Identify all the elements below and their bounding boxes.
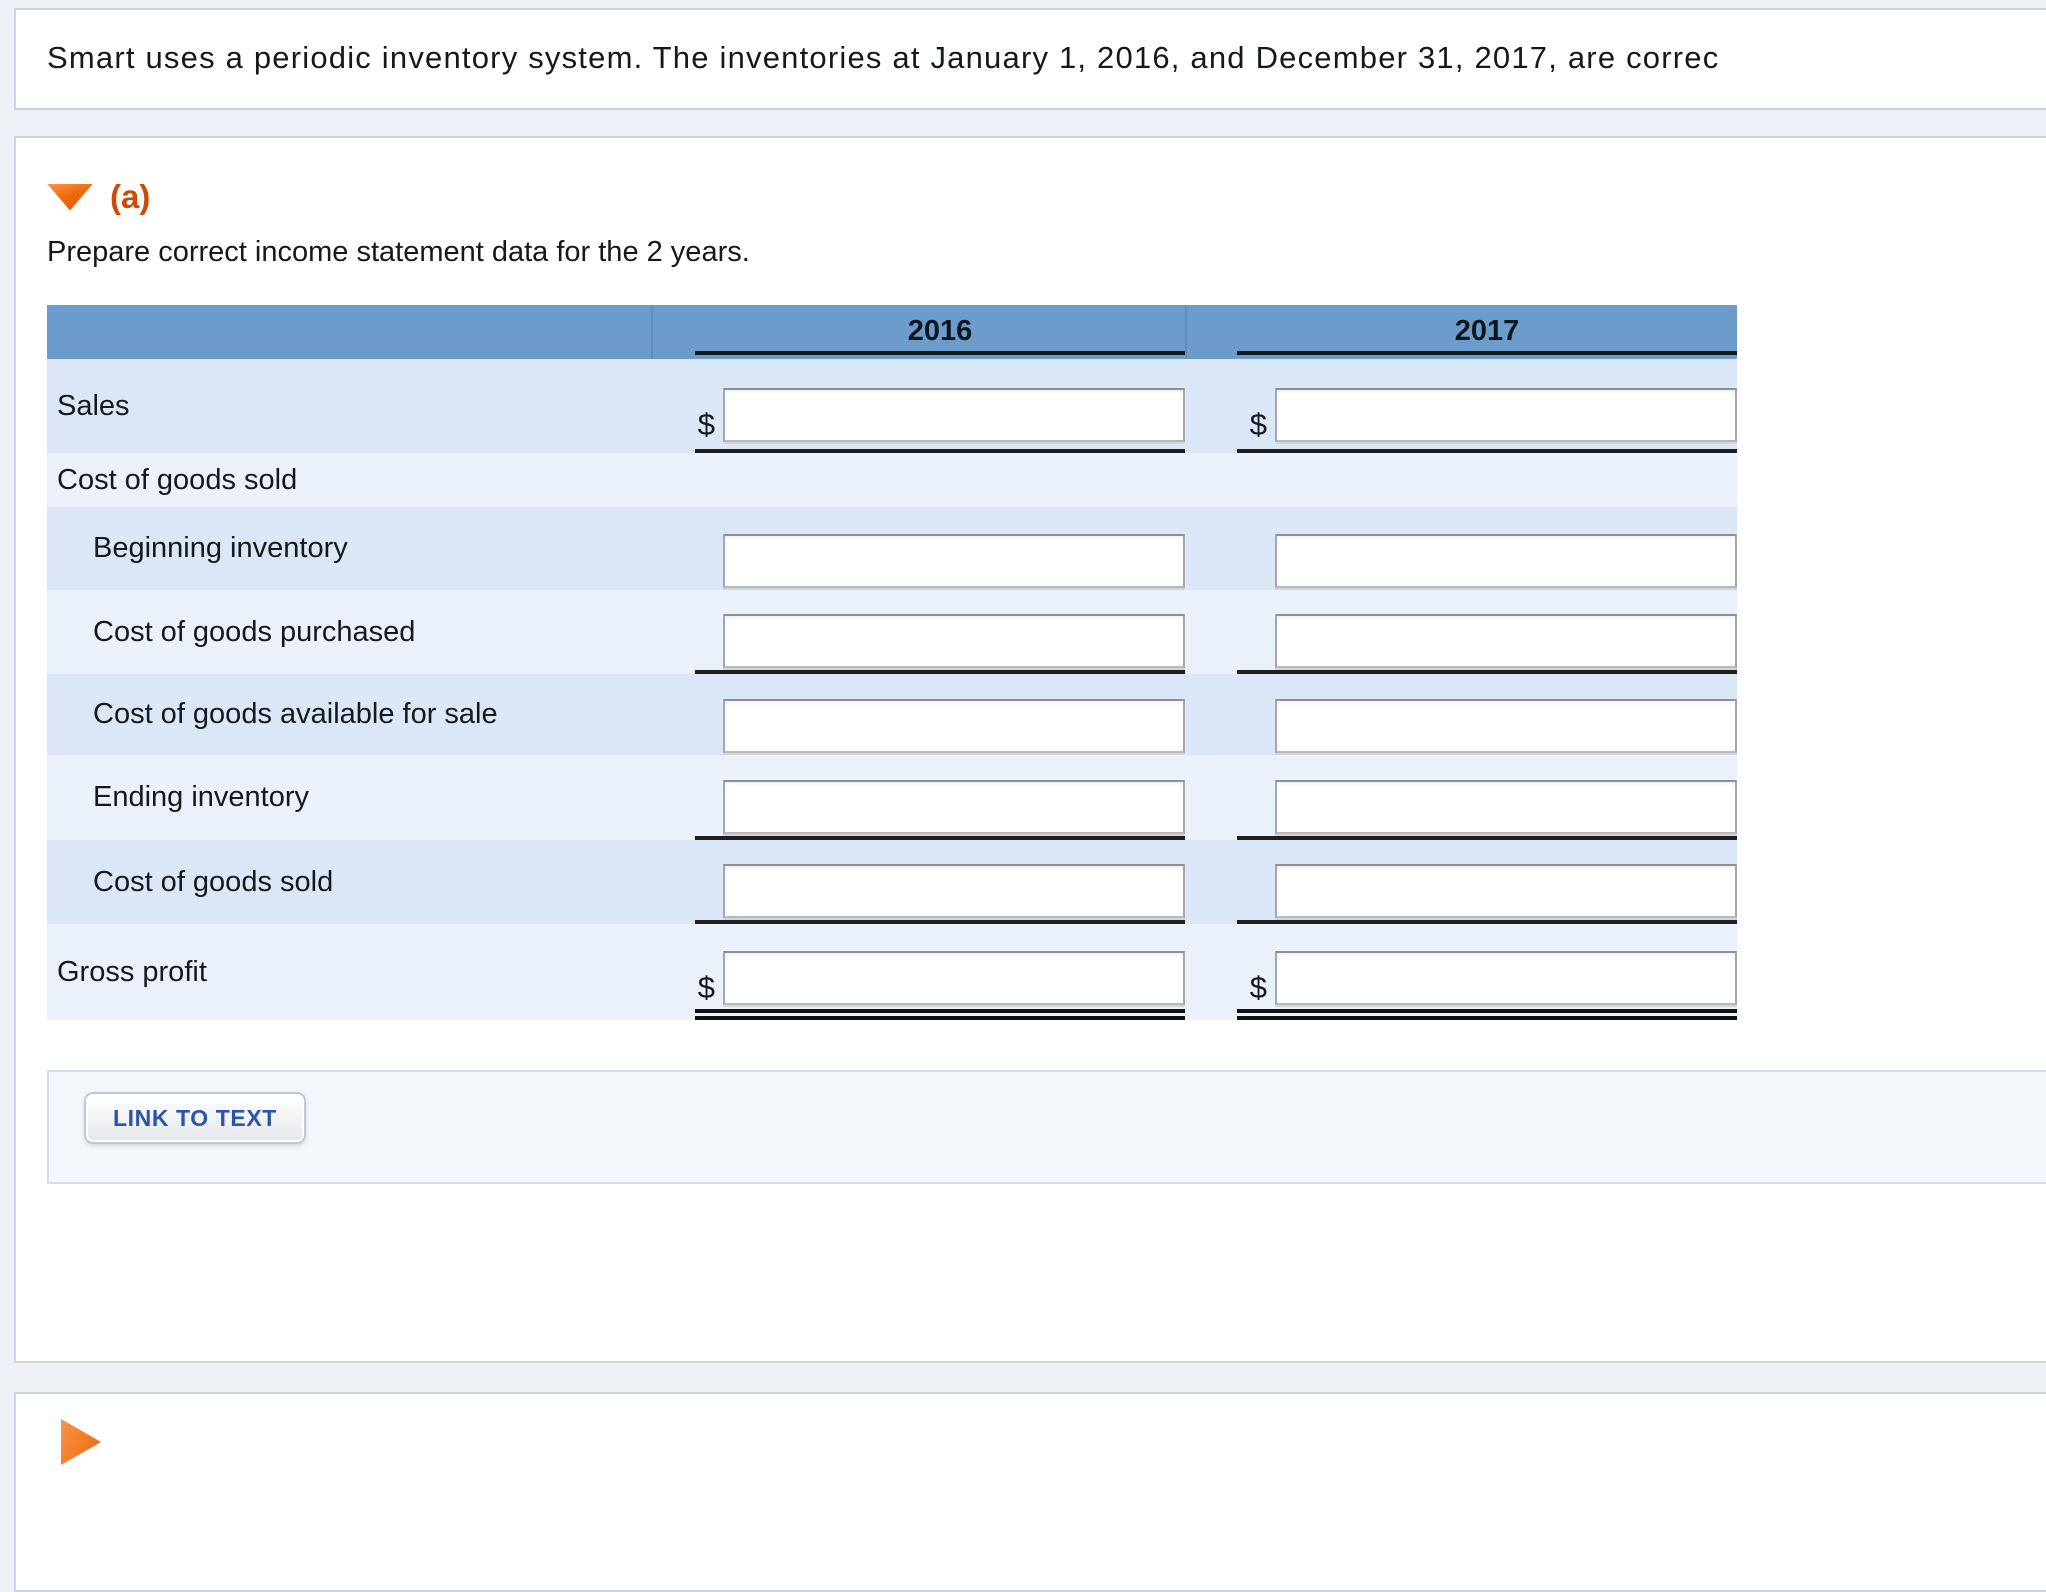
gap-cell — [1185, 924, 1237, 1020]
part-a-content: (a) Prepare correct income statement dat… — [16, 138, 2046, 1020]
row-label: Cost of goods sold — [47, 840, 651, 924]
data-cell-2016: $ — [695, 924, 1185, 1020]
gross-profit-2017-input[interactable] — [1275, 951, 1737, 1005]
table-row-cost-of-goods-sold-header: Cost of goods sold — [47, 453, 1737, 507]
row-label: Cost of goods available for sale — [47, 674, 651, 755]
data-cell-2016 — [695, 590, 1185, 674]
data-cell-2017 — [1237, 755, 1737, 840]
ending-inventory-2017-input[interactable] — [1275, 780, 1737, 834]
ending-inventory-2016-input[interactable] — [723, 780, 1185, 834]
table-row-cost-of-goods-available: Cost of goods available for sale — [47, 674, 1737, 755]
table-row-sales: Sales $ $ — [47, 359, 1737, 453]
gap-cell — [651, 674, 695, 755]
dollar-sign: $ — [697, 407, 715, 442]
gap-cell — [651, 453, 695, 507]
gap-cell — [651, 840, 695, 924]
gap-cell — [651, 590, 695, 674]
data-cell-2017 — [1237, 674, 1737, 755]
table-row-cost-of-goods-purchased: Cost of goods purchased — [47, 590, 1737, 674]
header-2017-cell: 2017 — [1237, 305, 1737, 359]
cost-of-goods-sold-2017-input[interactable] — [1275, 864, 1737, 918]
table-row-beginning-inventory: Beginning inventory — [47, 507, 1737, 590]
income-statement-table: 2016 2017 Sales $ — [47, 305, 1737, 1020]
dollar-sign: $ — [1249, 970, 1267, 1005]
data-cell-2017: $ — [1237, 924, 1737, 1020]
cost-of-goods-purchased-2017-input[interactable] — [1275, 614, 1737, 668]
column-header-2016: 2016 — [695, 315, 1185, 355]
gap-cell — [1185, 755, 1237, 840]
next-section-panel — [14, 1392, 2046, 1592]
beginning-inventory-2017-input[interactable] — [1275, 534, 1737, 588]
header-label-cell — [47, 305, 651, 359]
cost-of-goods-available-2017-input[interactable] — [1275, 699, 1737, 753]
header-gap-cell — [1185, 305, 1237, 359]
gap-cell — [1185, 840, 1237, 924]
header-2016-cell: 2016 — [695, 305, 1185, 359]
row-label: Cost of goods sold — [47, 453, 651, 507]
cost-of-goods-purchased-2016-input[interactable] — [723, 614, 1185, 668]
sales-2017-input[interactable] — [1275, 388, 1737, 442]
gap-cell — [1185, 674, 1237, 755]
gap-cell — [651, 755, 695, 840]
gap-cell — [651, 924, 695, 1020]
table-row-ending-inventory: Ending inventory — [47, 755, 1737, 840]
part-a-instruction: Prepare correct income statement data fo… — [47, 236, 750, 268]
table-row-gross-profit: Gross profit $ $ — [47, 924, 1737, 1020]
gap-cell — [1185, 590, 1237, 674]
data-cell-2017 — [1237, 507, 1737, 590]
gap-cell — [1185, 453, 1237, 507]
data-cell-2016 — [695, 755, 1185, 840]
sales-2016-input[interactable] — [723, 388, 1185, 442]
link-to-text-panel: LINK TO TEXT — [47, 1070, 2046, 1184]
header-gap-cell — [651, 305, 695, 359]
part-a-header: (a) — [47, 178, 2046, 216]
table-header-row: 2016 2017 — [47, 305, 1737, 359]
data-cell-2017 — [1237, 590, 1737, 674]
homework-page: { "question": { "text": "Smart uses a pe… — [14, 8, 2046, 1592]
cost-of-goods-sold-2016-input[interactable] — [723, 864, 1185, 918]
column-header-2017: 2017 — [1237, 315, 1737, 355]
data-cell-2016 — [695, 453, 1185, 507]
data-cell-2016 — [695, 507, 1185, 590]
question-panel: Smart uses a periodic inventory system. … — [14, 8, 2046, 110]
gap-cell — [651, 507, 695, 590]
dollar-sign: $ — [697, 970, 715, 1005]
beginning-inventory-2016-input[interactable] — [723, 534, 1185, 588]
gap-cell — [651, 359, 695, 453]
part-a-marker: (a) — [110, 178, 151, 215]
data-cell-2016 — [695, 674, 1185, 755]
link-to-text-button[interactable]: LINK TO TEXT — [84, 1092, 306, 1144]
question-text: Smart uses a periodic inventory system. … — [47, 40, 1720, 75]
row-label: Cost of goods purchased — [47, 590, 651, 674]
cost-of-goods-available-2016-input[interactable] — [723, 699, 1185, 753]
data-cell-2017 — [1237, 453, 1737, 507]
row-label: Beginning inventory — [47, 507, 651, 590]
down-triangle-icon[interactable] — [47, 183, 93, 211]
gap-cell — [1185, 359, 1237, 453]
data-cell-2016 — [695, 840, 1185, 924]
row-label: Ending inventory — [47, 755, 651, 840]
right-triangle-icon[interactable] — [61, 1419, 101, 1465]
part-a-panel: (a) Prepare correct income statement dat… — [14, 136, 2046, 1363]
gap-cell — [1185, 507, 1237, 590]
gross-profit-2016-input[interactable] — [723, 951, 1185, 1005]
table-row-cost-of-goods-sold: Cost of goods sold — [47, 840, 1737, 924]
row-label: Gross profit — [47, 924, 651, 1020]
data-cell-2017 — [1237, 840, 1737, 924]
data-cell-2017: $ — [1237, 359, 1737, 453]
dollar-sign: $ — [1249, 407, 1267, 442]
data-cell-2016: $ — [695, 359, 1185, 453]
row-label: Sales — [47, 359, 651, 453]
